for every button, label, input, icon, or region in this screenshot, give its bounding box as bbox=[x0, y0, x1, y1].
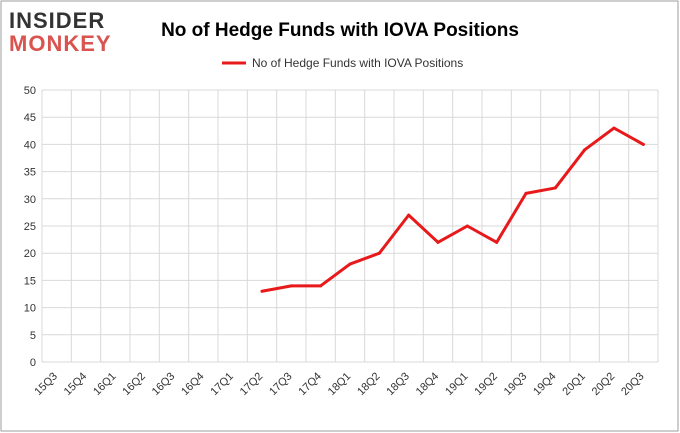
data-point-19Q3 bbox=[524, 191, 528, 195]
data-point-20Q3 bbox=[641, 142, 645, 146]
data-point-18Q1 bbox=[348, 262, 352, 266]
logo-line-2: MONKEY bbox=[9, 31, 112, 56]
data-point-18Q3 bbox=[407, 213, 411, 217]
data-point-20Q1 bbox=[583, 148, 587, 152]
data-point-17Q3 bbox=[289, 284, 293, 288]
y-tick-label: 15 bbox=[24, 275, 36, 287]
chart-title: No of Hedge Funds with IOVA Positions bbox=[161, 20, 519, 41]
data-point-19Q1 bbox=[465, 224, 469, 228]
data-point-19Q4 bbox=[553, 186, 557, 190]
legend: No of Hedge Funds with IOVA Positions bbox=[222, 56, 463, 70]
data-point-17Q4 bbox=[319, 284, 323, 288]
data-point-18Q2 bbox=[377, 251, 381, 255]
y-tick-label: 45 bbox=[24, 112, 36, 124]
y-tick-label: 30 bbox=[24, 194, 36, 206]
grid-lines bbox=[41, 89, 659, 363]
data-point-20Q2 bbox=[612, 126, 616, 130]
y-tick-label: 35 bbox=[24, 167, 36, 179]
series-layer bbox=[260, 126, 645, 293]
y-tick-label: 0 bbox=[30, 357, 36, 369]
series-line-0 bbox=[260, 126, 645, 293]
data-point-19Q2 bbox=[495, 240, 499, 244]
y-tick-label: 40 bbox=[24, 139, 36, 151]
y-tick-label: 5 bbox=[30, 330, 36, 342]
insider-monkey-logo: INSIDER MONKEY bbox=[9, 8, 112, 56]
legend-label: No of Hedge Funds with IOVA Positions bbox=[252, 56, 463, 70]
y-tick-label: 25 bbox=[24, 221, 36, 233]
y-tick-label: 20 bbox=[24, 248, 36, 260]
logo-line-1: INSIDER bbox=[9, 8, 105, 33]
data-point-18Q4 bbox=[436, 240, 440, 244]
data-point-17Q2 bbox=[260, 289, 264, 293]
y-axis: 0 5 10 15 20 25 30 35 40 45 50 bbox=[24, 85, 36, 369]
y-tick-label: 10 bbox=[24, 303, 36, 315]
y-tick-label: 50 bbox=[24, 85, 36, 97]
